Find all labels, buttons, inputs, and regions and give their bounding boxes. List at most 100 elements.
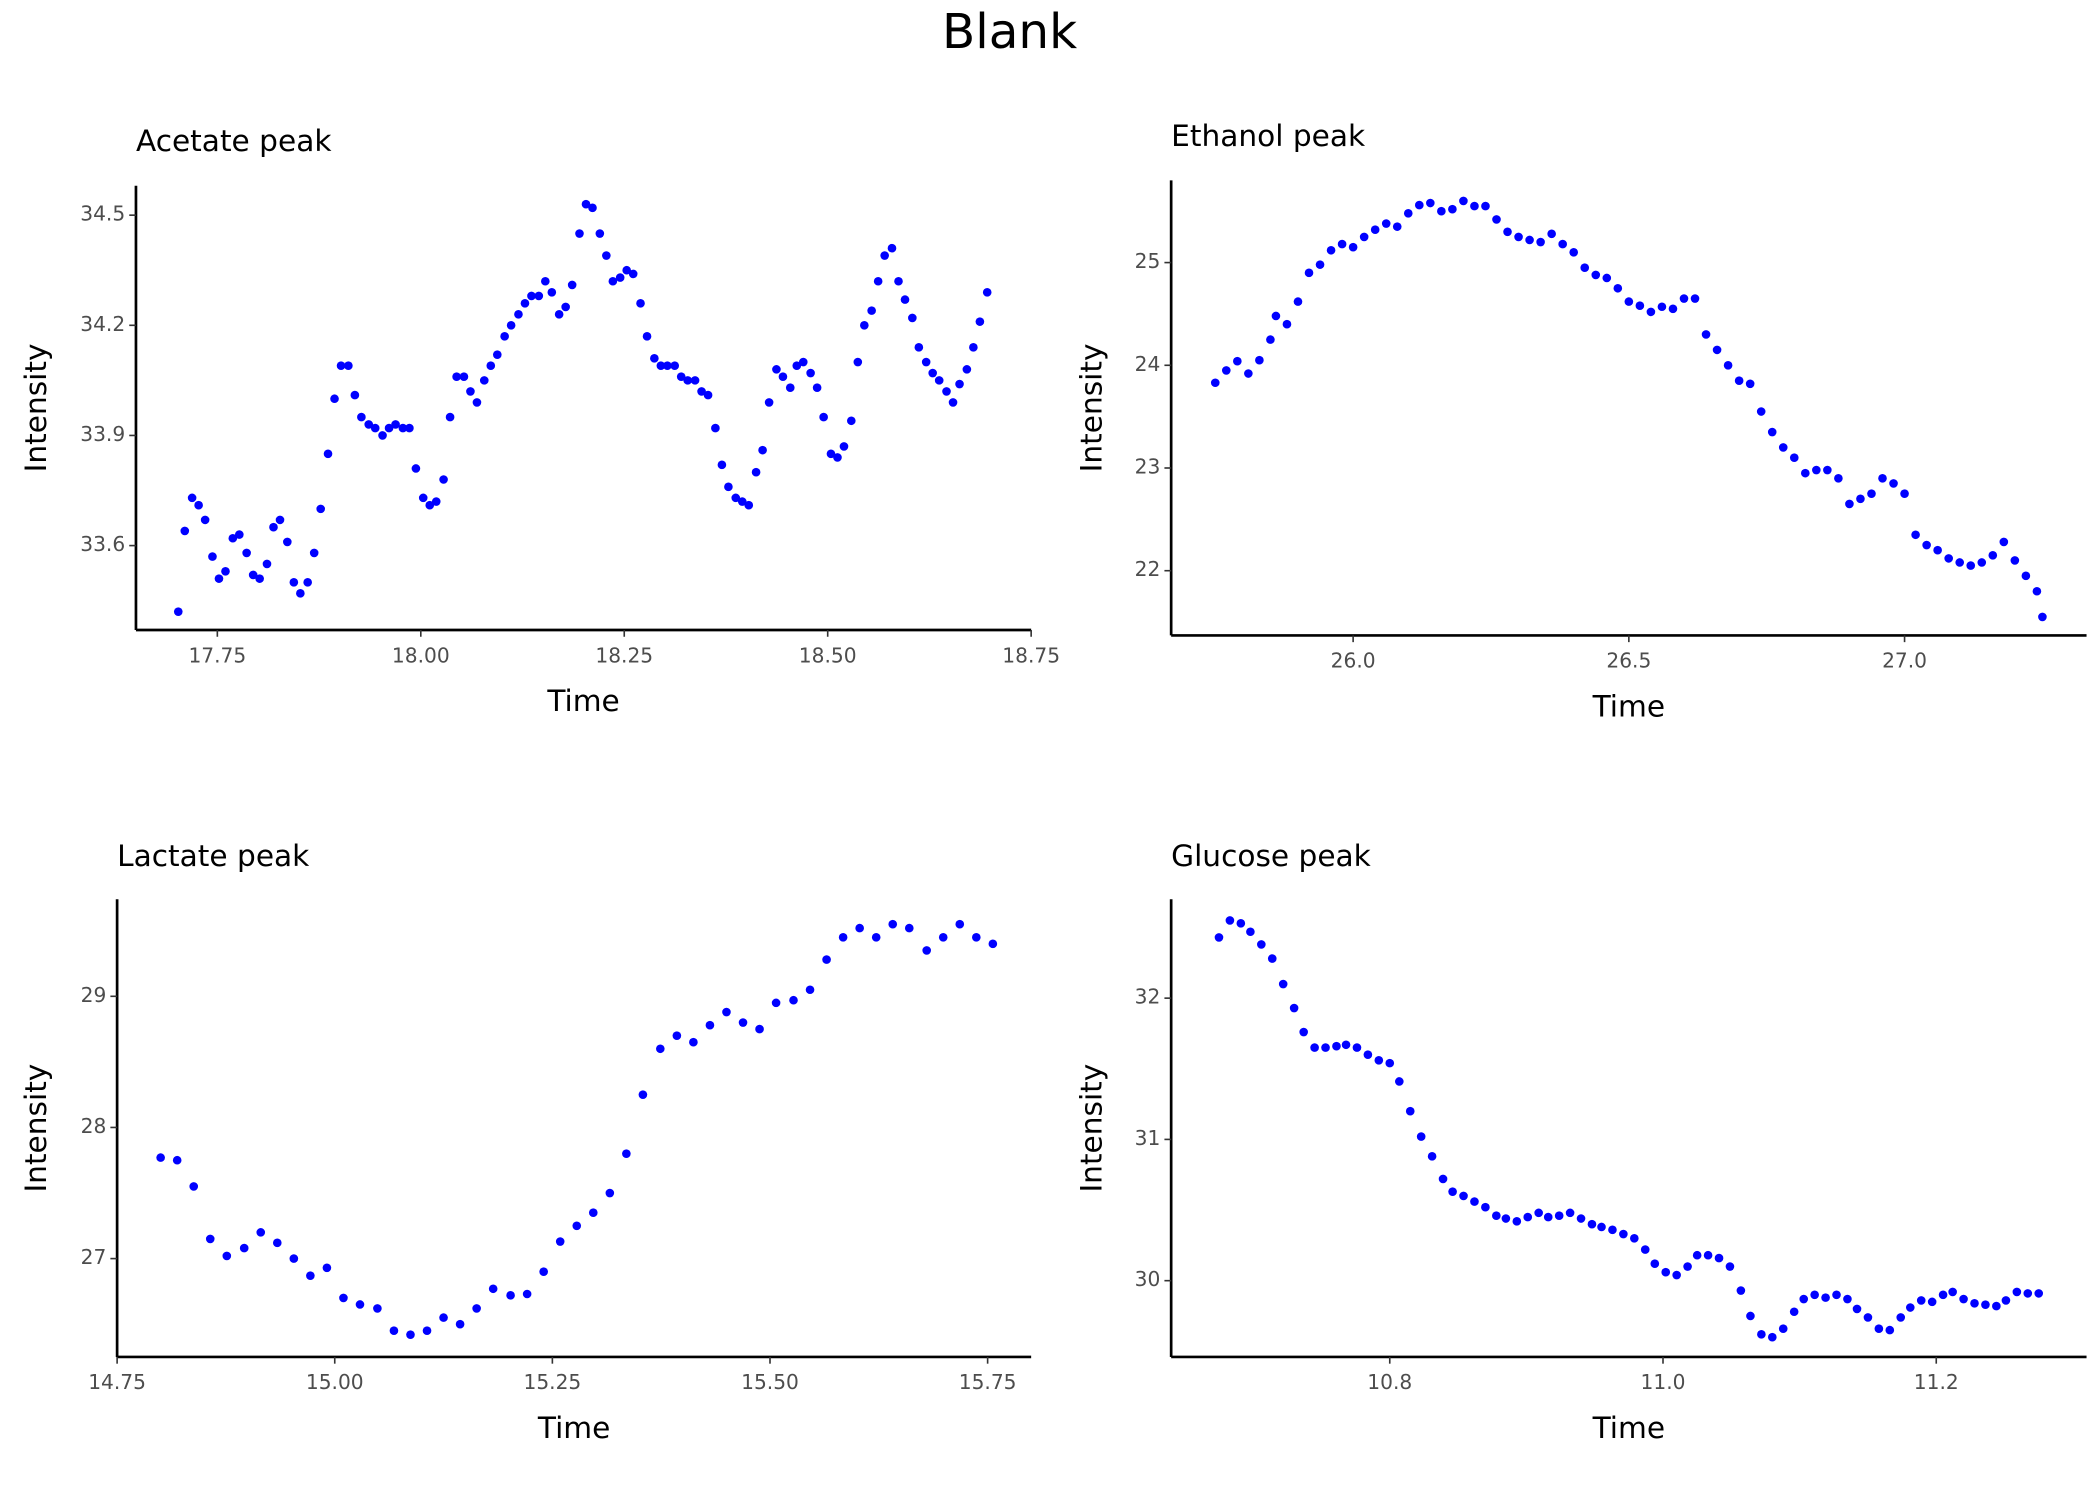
- data-point: [1569, 248, 1579, 257]
- data-point: [771, 998, 781, 1008]
- data-point: [1863, 1313, 1873, 1322]
- data-point: [1558, 239, 1567, 249]
- data-point: [1236, 918, 1246, 928]
- data-point: [452, 372, 461, 382]
- data-point: [638, 1090, 648, 1099]
- data-point: [575, 229, 584, 238]
- data-point: [581, 199, 591, 209]
- data-point: [839, 442, 849, 451]
- y-tick-label: 30: [1135, 1267, 1161, 1291]
- data-point: [1981, 1300, 1990, 1309]
- data-point: [1374, 1055, 1384, 1065]
- data-point: [239, 1243, 249, 1253]
- data-point: [431, 497, 441, 506]
- y-axis-title: Intensity: [1075, 1064, 1109, 1193]
- data-point: [1955, 558, 1965, 567]
- data-point: [1927, 1297, 1937, 1307]
- data-point: [1789, 453, 1799, 463]
- data-point: [1525, 235, 1534, 245]
- data-point: [1988, 550, 1998, 560]
- data-point: [1944, 554, 1953, 563]
- data-point: [785, 383, 795, 393]
- data-point: [1580, 263, 1590, 273]
- y-tick-label: 33.9: [80, 422, 125, 446]
- data-point: [764, 398, 774, 407]
- x-tick-label: 11.2: [1914, 1370, 1959, 1394]
- data-point: [642, 332, 652, 341]
- data-point: [846, 416, 856, 426]
- data-point: [2038, 612, 2047, 622]
- data-point: [1845, 499, 1854, 509]
- data-point: [873, 276, 883, 286]
- data-point: [2032, 586, 2042, 596]
- data-point: [1492, 215, 1501, 224]
- data-point: [904, 923, 914, 933]
- y-tick-label: 27: [81, 1245, 107, 1269]
- data-point: [1426, 198, 1435, 208]
- data-point: [683, 376, 693, 385]
- data-point: [180, 526, 190, 536]
- data-point: [561, 302, 570, 312]
- data-point: [1359, 232, 1369, 242]
- data-point: [1911, 530, 1920, 540]
- data-point: [697, 387, 706, 396]
- data-point: [488, 1284, 498, 1294]
- data-point: [1810, 1290, 1819, 1300]
- data-point: [306, 1271, 315, 1280]
- data-point: [588, 1208, 598, 1218]
- data-point: [1938, 1290, 1948, 1300]
- data-point: [1271, 311, 1281, 321]
- data-point: [1370, 225, 1380, 235]
- data-point: [398, 423, 408, 433]
- data-point: [805, 985, 815, 995]
- data-point: [221, 566, 230, 576]
- data-point: [1608, 1225, 1617, 1235]
- data-point: [1405, 1106, 1415, 1116]
- data-point: [908, 313, 917, 323]
- data-point: [370, 423, 380, 433]
- data-point: [650, 354, 659, 363]
- data-point: [1587, 1219, 1597, 1229]
- data-point: [1437, 206, 1446, 216]
- data-point: [921, 357, 931, 367]
- data-point: [894, 276, 903, 286]
- data-point: [1304, 268, 1314, 278]
- data-point: [405, 423, 414, 433]
- panel-title: Ethanol peak: [1171, 119, 1366, 153]
- data-point: [751, 467, 761, 477]
- x-axis-title: Time: [537, 1411, 610, 1445]
- data-point: [208, 552, 217, 561]
- x-tick-label: 17.75: [188, 643, 246, 667]
- data-point: [588, 203, 597, 213]
- panel: Lactate peak 14.75 15.00 15.25 15.50 15.75 27 2…: [19, 839, 1032, 1445]
- data-point: [1867, 489, 1876, 498]
- data-point: [357, 412, 366, 422]
- x-axis-title: Time: [546, 684, 619, 718]
- data-point: [1948, 1287, 1957, 1297]
- x-tick-label: 18.25: [595, 643, 653, 667]
- data-point: [724, 482, 733, 492]
- data-point: [738, 1018, 748, 1027]
- panel-title: Acetate peak: [136, 124, 332, 158]
- data-point: [1427, 1152, 1437, 1161]
- data-point: [1534, 1208, 1543, 1218]
- panel-title: Glucose peak: [1171, 839, 1372, 873]
- data-point: [520, 298, 530, 308]
- data-point: [969, 343, 978, 352]
- data-point: [1278, 979, 1288, 989]
- x-tick-label: 18.75: [1002, 643, 1060, 667]
- data-point: [1657, 302, 1667, 312]
- data-point: [364, 420, 374, 429]
- data-point: [1624, 297, 1634, 306]
- data-point: [1640, 1245, 1650, 1254]
- data-point: [988, 939, 998, 949]
- x-tick-label: 15.25: [523, 1370, 581, 1394]
- data-point: [867, 306, 876, 315]
- data-point: [722, 1007, 731, 1017]
- x-axis-title: Time: [1592, 1411, 1665, 1445]
- data-point: [555, 1237, 565, 1246]
- data-point: [1646, 307, 1656, 317]
- data-point: [737, 497, 747, 506]
- data-point: [506, 1291, 515, 1300]
